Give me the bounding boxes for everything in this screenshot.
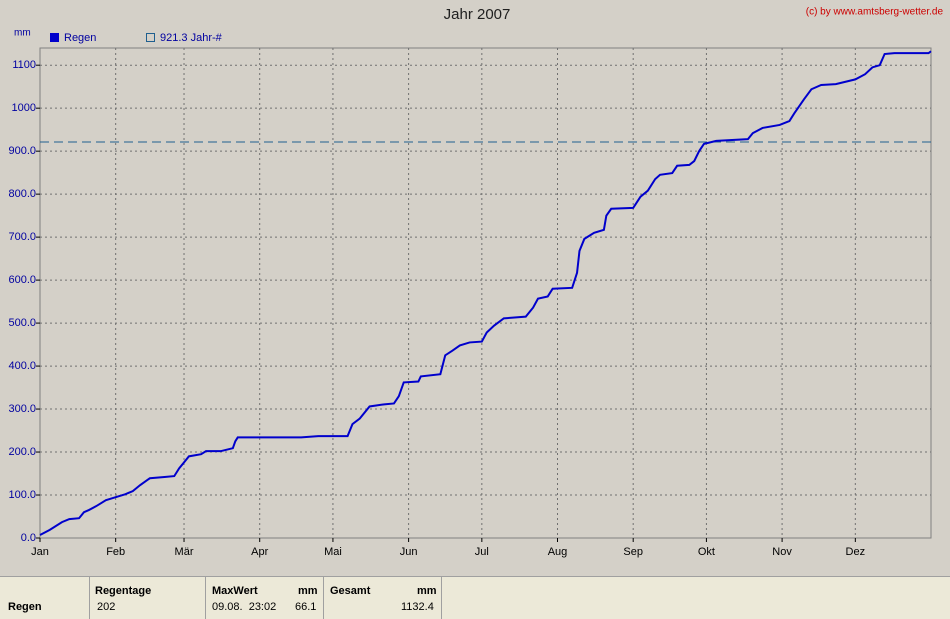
plot-area: [39, 47, 932, 539]
x-tick-label: Aug: [548, 546, 568, 558]
col-header: MaxWert: [212, 585, 258, 597]
chart-title: Jahr 2007: [444, 6, 511, 23]
cell: 09.08. 23:02: [212, 601, 277, 613]
y-tick-label: 800.0: [8, 188, 36, 200]
col-unit: mm: [417, 585, 437, 597]
x-tick-label: Mär: [175, 546, 194, 558]
separator: [89, 577, 90, 619]
legend-label: 921.3 Jahr-#: [160, 32, 223, 44]
x-tick-label: Jul: [475, 546, 489, 558]
col-header: Gesamt: [330, 585, 371, 597]
cell: 66.1: [295, 601, 317, 613]
separator: [441, 577, 442, 619]
col-header: Regentage: [95, 585, 152, 597]
y-tick-label: 1100: [12, 59, 36, 71]
y-tick-label: 700.0: [8, 231, 36, 243]
row-label: Regen: [8, 601, 42, 613]
x-tick-label: Sep: [623, 546, 643, 558]
y-tick-label: 1000: [12, 102, 36, 114]
cell: 202: [97, 601, 116, 613]
x-tick-label: Apr: [251, 546, 268, 558]
y-tick-label: 100.0: [8, 489, 36, 501]
y-tick-label: 500.0: [8, 317, 36, 329]
data-line: [39, 50, 932, 536]
y-tick-label: 200.0: [8, 446, 36, 458]
col-unit: mm: [298, 585, 318, 597]
y-tick-label: 300.0: [8, 403, 36, 415]
y-tick-label: 600.0: [8, 274, 36, 286]
x-tick-label: Okt: [698, 546, 715, 558]
x-tick-label: Jun: [400, 546, 418, 558]
legend-swatch: [50, 33, 59, 42]
x-tick-label: Nov: [772, 546, 792, 558]
y-tick-label: 0.0: [21, 532, 36, 544]
separator: [323, 577, 324, 619]
x-tick-label: Dez: [846, 546, 866, 558]
legend-label: Regen: [64, 32, 96, 44]
chart: Jahr 2007 (c) by www.amtsberg-wetter.de …: [8, 6, 944, 558]
separator: [205, 577, 206, 619]
legend-swatch: [146, 33, 155, 42]
x-tick-label: Mai: [324, 546, 342, 558]
y-tick-label: 900.0: [8, 145, 36, 157]
y-unit: mm: [14, 28, 31, 39]
y-tick-label: 400.0: [8, 360, 36, 372]
x-tick-label: Jan: [31, 546, 49, 558]
cell: 1132.4: [401, 601, 434, 613]
summary-panel: Regen Regentage 202 MaxWert mm 09.08. 23…: [0, 576, 950, 619]
x-tick-label: Feb: [106, 546, 125, 558]
credit: (c) by www.amtsberg-wetter.de: [806, 7, 944, 18]
